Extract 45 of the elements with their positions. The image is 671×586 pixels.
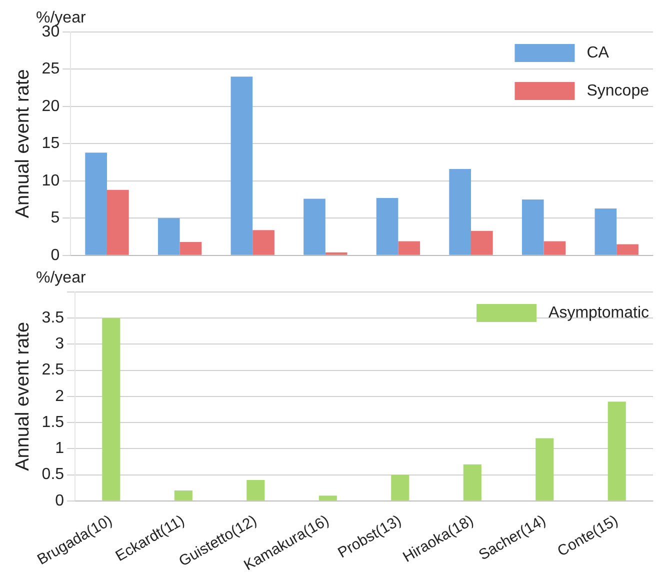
y-axis-title: Annual event rate [12, 69, 34, 218]
bar [616, 244, 638, 255]
bar [536, 438, 554, 500]
bar [594, 208, 617, 255]
bar [174, 490, 192, 500]
y-tick-label: 2.5 [42, 362, 64, 379]
bar [463, 464, 482, 500]
legend-label: Syncope [586, 82, 650, 100]
bar [230, 76, 253, 255]
bar [252, 230, 274, 255]
legend-label: Asymptomatic [548, 304, 649, 322]
bar [246, 480, 265, 500]
bar [102, 318, 120, 500]
bar [471, 230, 493, 255]
y-tick-label: 0 [55, 492, 64, 510]
y-tick-label: 25 [42, 60, 60, 78]
bar [158, 218, 180, 255]
bar [544, 241, 566, 255]
y-axis-title: Annual event rate [12, 322, 34, 471]
y-tick-label: 20 [42, 98, 60, 115]
bar [180, 242, 202, 255]
y-tick-label: 1 [55, 440, 64, 458]
text: %/year [36, 9, 86, 26]
bar [391, 474, 410, 500]
y-tick-label: 1.5 [42, 414, 64, 431]
y-tick-label: 3 [55, 336, 64, 353]
y-tick-label: 3.5 [42, 310, 64, 327]
legend-label: CA [586, 44, 610, 62]
bar [376, 198, 398, 255]
y-tick-label: 2 [55, 388, 64, 405]
bar [608, 402, 626, 500]
bar [85, 152, 107, 255]
bar [325, 252, 348, 255]
bar [398, 241, 420, 255]
bar [318, 496, 337, 500]
bar [106, 190, 129, 255]
y-tick-label: 15 [42, 135, 60, 152]
bar [522, 200, 544, 255]
text: %/year [36, 269, 86, 286]
y-tick-label: 10 [42, 172, 60, 190]
y-tick-label: 0.5 [42, 466, 64, 484]
y-tick-label: 5 [50, 210, 60, 227]
bar [449, 169, 471, 255]
bar [304, 198, 326, 255]
y-tick-label: 0 [50, 246, 60, 264]
